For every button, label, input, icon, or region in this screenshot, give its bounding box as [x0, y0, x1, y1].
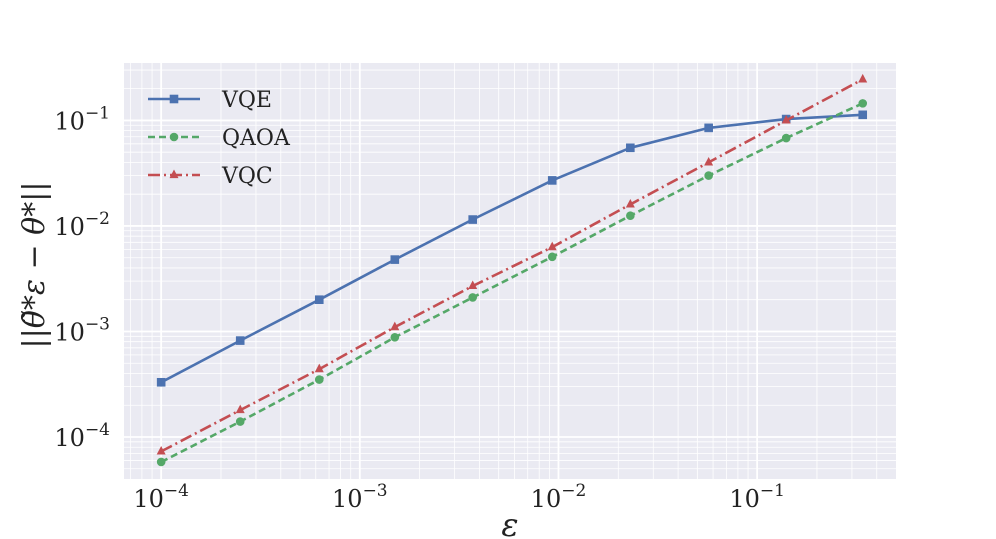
triangle-marker [235, 404, 245, 414]
circle-marker [314, 375, 324, 384]
plot-area [124, 63, 896, 479]
triangle-marker [704, 156, 714, 166]
triangle-marker [858, 73, 868, 83]
legend-label: QAOA [222, 126, 291, 151]
square-marker [704, 123, 713, 133]
circle-marker [626, 211, 635, 221]
y-tick-label: 10−2 [54, 209, 110, 241]
square-marker [156, 377, 166, 387]
square-marker [858, 110, 868, 120]
triangle-marker [390, 321, 400, 331]
legend: VQE QAOA VQC [148, 88, 291, 189]
x-tick-label: 10−1 [729, 481, 785, 513]
y-tick-label: 10−4 [54, 420, 110, 452]
triangle-marker [468, 280, 478, 290]
x-axis-title: ε [501, 506, 518, 539]
y-tick-label: 10−3 [54, 314, 110, 346]
triangle-marker [625, 198, 635, 208]
legend-item-vqc: VQC [148, 164, 273, 189]
minor-gridlines [124, 63, 896, 479]
square-marker [547, 176, 557, 185]
circle-marker [235, 417, 245, 426]
triangle-marker [314, 363, 324, 373]
x-tick-label: 10−3 [332, 481, 388, 513]
circle-marker [781, 133, 791, 143]
square-marker [169, 94, 179, 104]
series-layer [156, 73, 868, 467]
series-line [160, 102, 864, 464]
y-axis-tick-labels: 10−4 10−3 10−2 10−1 [54, 103, 110, 452]
circle-marker [468, 293, 478, 302]
legend-item-qaoa: QAOA [148, 126, 291, 151]
legend-label: VQC [221, 164, 273, 189]
y-tick-label: 10−1 [54, 103, 110, 135]
circle-marker [390, 333, 400, 342]
major-gridlines [124, 63, 896, 479]
square-marker [468, 215, 478, 224]
circle-marker [704, 171, 713, 180]
circle-marker [858, 99, 868, 108]
square-marker [626, 143, 635, 153]
triangle-marker [156, 445, 166, 455]
series-line [160, 78, 864, 453]
x-tick-label: 10−2 [531, 481, 587, 513]
y-axis-title: ||θ̃*ε − θ*|| [17, 182, 52, 349]
x-axis-tick-labels: 10−4 10−3 10−2 10−1 [133, 481, 785, 513]
circle-marker [169, 132, 179, 142]
legend-label: VQE [221, 88, 272, 113]
triangle-marker [169, 169, 179, 179]
series-vqc [156, 73, 868, 455]
series-line [160, 113, 863, 384]
x-tick-label: 10−4 [133, 481, 189, 513]
square-marker [235, 336, 245, 345]
triangle-marker [781, 114, 791, 124]
circle-marker [156, 457, 166, 467]
series-qaoa [156, 99, 868, 467]
legend-item-vqe: VQE [148, 88, 272, 113]
square-marker [314, 295, 324, 305]
square-marker [390, 255, 400, 264]
triangle-marker [547, 241, 557, 251]
circle-marker [547, 252, 557, 262]
series-vqe [156, 110, 868, 387]
